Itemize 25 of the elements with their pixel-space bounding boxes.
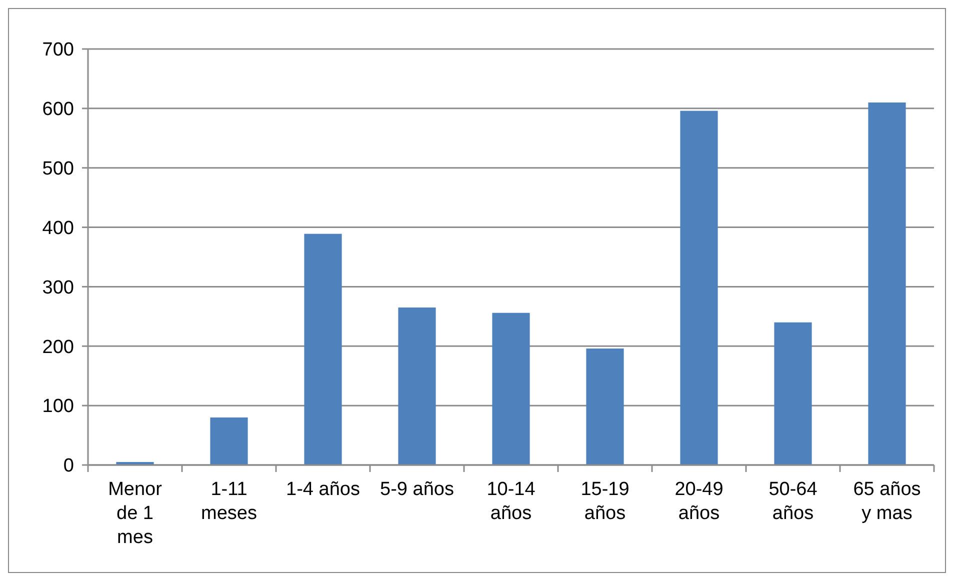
bar: [774, 322, 812, 465]
x-tick-label: 5-9 años: [380, 479, 454, 500]
bar: [868, 102, 906, 465]
bar: [492, 312, 530, 465]
bar: [210, 417, 248, 465]
y-tick-label: 400: [42, 218, 74, 239]
x-tick-label: Menor de 1 mes: [108, 479, 163, 548]
x-tick-label: 20-49 años: [674, 479, 724, 524]
y-tick-label: 200: [42, 336, 74, 358]
x-tick-label: 65 años y mas: [853, 479, 921, 524]
y-tick-label: 300: [42, 277, 74, 298]
y-tick-label: 600: [42, 99, 74, 120]
y-tick-label: 700: [42, 40, 74, 61]
x-tick-label: 10-14 años: [486, 479, 536, 524]
y-tick-label: 0: [63, 456, 74, 477]
x-tick-label: 1-11 meses: [201, 479, 257, 524]
bar: [398, 308, 436, 465]
y-tick-label: 100: [42, 396, 74, 418]
bar: [680, 110, 718, 465]
bar: [304, 234, 342, 465]
y-tick-label: 500: [42, 158, 74, 180]
x-tick-label: 1-4 años: [286, 479, 360, 500]
bar: [586, 348, 624, 465]
x-tick-label: 50-64 años: [768, 479, 818, 524]
x-tick-label: 15-19 años: [580, 479, 630, 524]
